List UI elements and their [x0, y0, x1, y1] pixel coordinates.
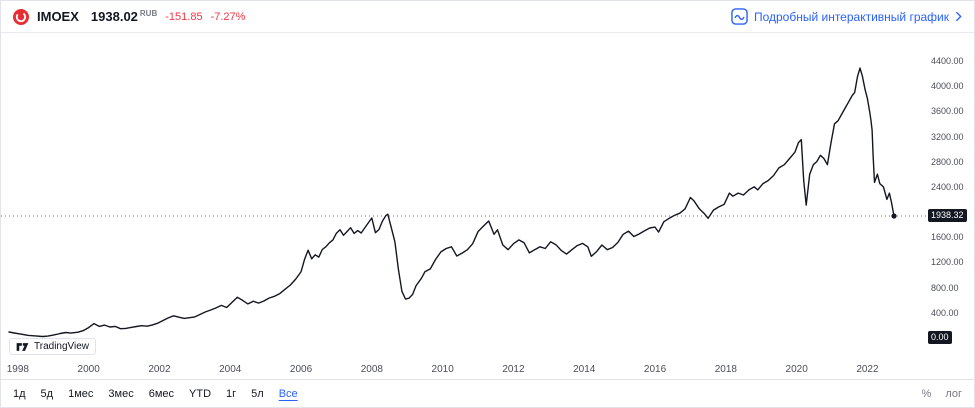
range-button-4[interactable]: 6мес	[148, 387, 175, 400]
range-button-6[interactable]: 1г	[226, 387, 237, 400]
x-axis-label: 2008	[360, 364, 383, 375]
x-axis-label: 2016	[643, 364, 667, 375]
change-absolute: -151.85	[165, 10, 203, 23]
range-selector: 1д 5д 1мес 3мес 6мес YTD 1г 5л Все	[13, 388, 298, 400]
y-axis-label: 400.00	[931, 307, 959, 318]
range-button-0[interactable]: 1д	[13, 387, 26, 400]
interactive-chart-link-label: Подробный интерактивный график	[753, 9, 949, 24]
x-axis-label: 2014	[573, 364, 596, 375]
range-button-7[interactable]: 5л	[251, 387, 264, 400]
chevron-right-icon	[955, 11, 962, 22]
scale-options: % лог	[922, 388, 962, 400]
moex-logo-icon	[13, 8, 29, 25]
y-axis-label: 800.00	[931, 282, 959, 293]
y-axis-label: 4000.00	[931, 81, 964, 92]
x-axis-label: 2022	[856, 364, 879, 375]
x-axis-label: 2020	[785, 364, 808, 375]
time-axis[interactable]: 1998 2000 2002 2004 2006 2008 2010 2012 2014 2016…	[1, 363, 975, 379]
x-axis-label: 2018	[714, 364, 737, 375]
y-axis-label: 3200.00	[931, 131, 964, 142]
price-chart[interactable]	[1, 33, 929, 363]
x-axis-label: 2006	[289, 364, 313, 375]
y-axis-label: 4400.00	[931, 56, 964, 66]
header: IMOEX 1938.02 RUB -151.85 -7.27% Подробн…	[1, 1, 974, 33]
symbol-name: IMOEX	[37, 9, 79, 24]
x-axis-label: 2002	[148, 364, 171, 375]
baseline-badge: 0.00	[928, 331, 952, 344]
x-axis-label: 2004	[219, 364, 242, 375]
bottom-toolbar: 1д 5д 1мес 3мес 6мес YTD 1г 5л Все % лог	[1, 379, 974, 407]
y-axis-label: 3600.00	[931, 106, 964, 117]
tradingview-logo-icon	[16, 342, 29, 352]
x-axis-label: 2000	[77, 364, 100, 375]
range-button-5[interactable]: YTD	[189, 387, 212, 400]
price-line	[8, 67, 895, 338]
y-axis-label: 2400.00	[931, 181, 964, 192]
range-button-1[interactable]: 5д	[40, 387, 54, 400]
range-button-2[interactable]: 1мес	[68, 387, 94, 400]
interactive-chart-icon	[731, 8, 748, 25]
interactive-chart-link[interactable]: Подробный интерактивный график	[731, 8, 962, 25]
y-axis-label: 1600.00	[931, 232, 964, 243]
x-axis-label: 2010	[431, 364, 454, 375]
chart-area[interactable]: 4400.00 4000.00 3600.00 3200.00 2800.00 2400.…	[1, 33, 974, 363]
range-button-3[interactable]: 3мес	[108, 387, 134, 400]
last-price-dot	[891, 213, 897, 219]
percent-scale-button[interactable]: %	[921, 387, 932, 400]
change-percent: -7.27%	[210, 10, 246, 23]
y-axis-label: 1200.00	[931, 257, 964, 268]
x-axis-label: 2012	[502, 364, 525, 375]
x-axis-label: 1998	[6, 364, 29, 375]
price-axis[interactable]: 4400.00 4000.00 3600.00 3200.00 2800.00 2400.…	[927, 33, 974, 363]
tradingview-watermark[interactable]: TradingView	[9, 338, 97, 355]
log-scale-button[interactable]: лог	[945, 387, 962, 400]
last-price-value: 1938.02	[90, 9, 138, 24]
currency-label: RUB	[139, 9, 158, 18]
range-button-8[interactable]: Все	[278, 387, 298, 400]
tradingview-label: TradingView	[34, 341, 90, 352]
last-price-badge: 1938.32	[928, 208, 967, 222]
y-axis-label: 2800.00	[931, 156, 964, 167]
